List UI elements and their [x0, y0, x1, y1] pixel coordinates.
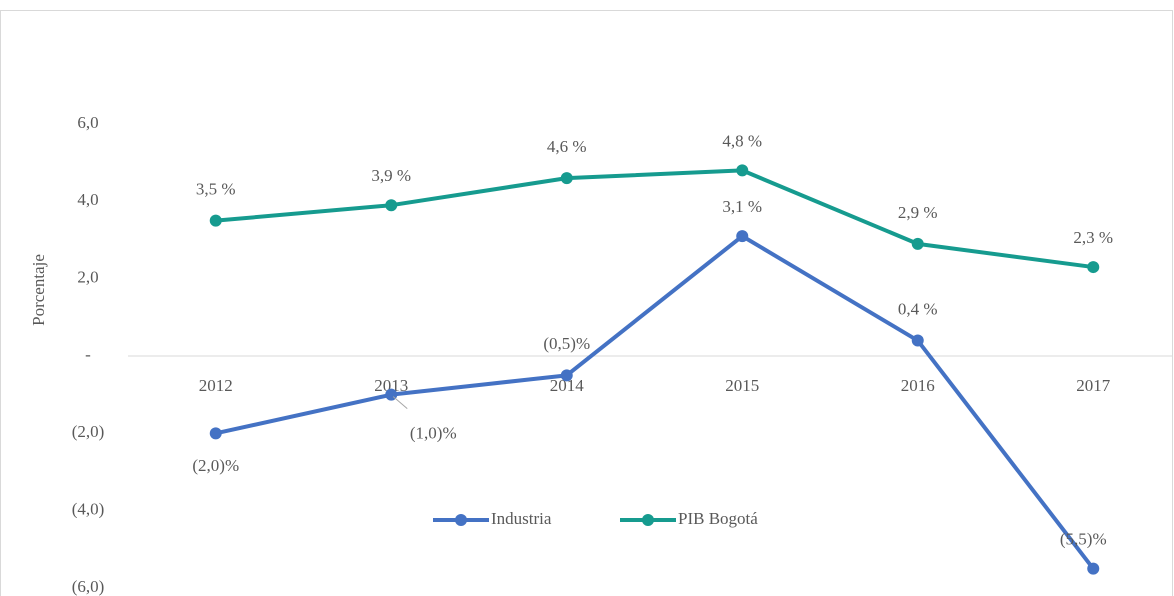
- series-line: [215, 234, 1095, 570]
- leader-line: [392, 396, 408, 410]
- series-line: [215, 168, 1094, 270]
- data-point: [736, 230, 749, 243]
- data-label: 0,4 %: [898, 299, 938, 318]
- data-label: 3,9 %: [371, 166, 411, 185]
- data-label: (5,5)%: [1060, 530, 1107, 549]
- data-label: (1,0)%: [410, 424, 457, 443]
- data-label: 3,1 %: [722, 197, 762, 216]
- data-label: 4,6 %: [547, 137, 587, 156]
- data-label: 3,5 %: [196, 180, 236, 199]
- data-label: 2,3 %: [1073, 228, 1113, 247]
- y-tick-label: (4,0): [72, 500, 105, 519]
- y-axis-label: Porcentaje: [29, 254, 48, 326]
- y-tick-label: -: [85, 345, 91, 364]
- x-tick-label: 2016: [901, 376, 935, 395]
- data-point: [911, 237, 924, 250]
- data-point: [736, 164, 749, 177]
- data-label: (0,5)%: [543, 334, 590, 353]
- legend-label: Industria: [491, 509, 552, 528]
- legend-marker: [455, 514, 467, 526]
- x-tick-label: 2012: [199, 376, 233, 395]
- legend-label: PIB Bogotá: [678, 509, 758, 528]
- y-tick-label: 6,0: [77, 113, 98, 132]
- data-point: [385, 199, 398, 212]
- data-label: (2,0)%: [192, 456, 239, 475]
- data-point: [911, 334, 924, 347]
- x-tick-label: 2017: [1076, 376, 1111, 395]
- y-tick-label: (2,0): [72, 422, 105, 441]
- y-tick-label: (6,0): [72, 577, 105, 596]
- y-tick-label: 4,0: [77, 190, 98, 209]
- y-tick-label: 2,0: [77, 268, 98, 287]
- chart-border: [0, 10, 1173, 596]
- data-point: [209, 214, 222, 227]
- data-point: [1087, 261, 1100, 274]
- x-tick-label: 2013: [374, 376, 408, 395]
- data-point: [209, 427, 222, 440]
- data-point: [560, 172, 573, 185]
- data-point: [560, 369, 573, 382]
- x-tick-label: 2014: [550, 376, 585, 395]
- data-label: 4,8 %: [722, 131, 762, 150]
- data-point: [1087, 562, 1100, 575]
- x-tick-label: 2015: [725, 376, 759, 395]
- data-label: 2,9 %: [898, 203, 938, 222]
- legend-marker: [642, 514, 654, 526]
